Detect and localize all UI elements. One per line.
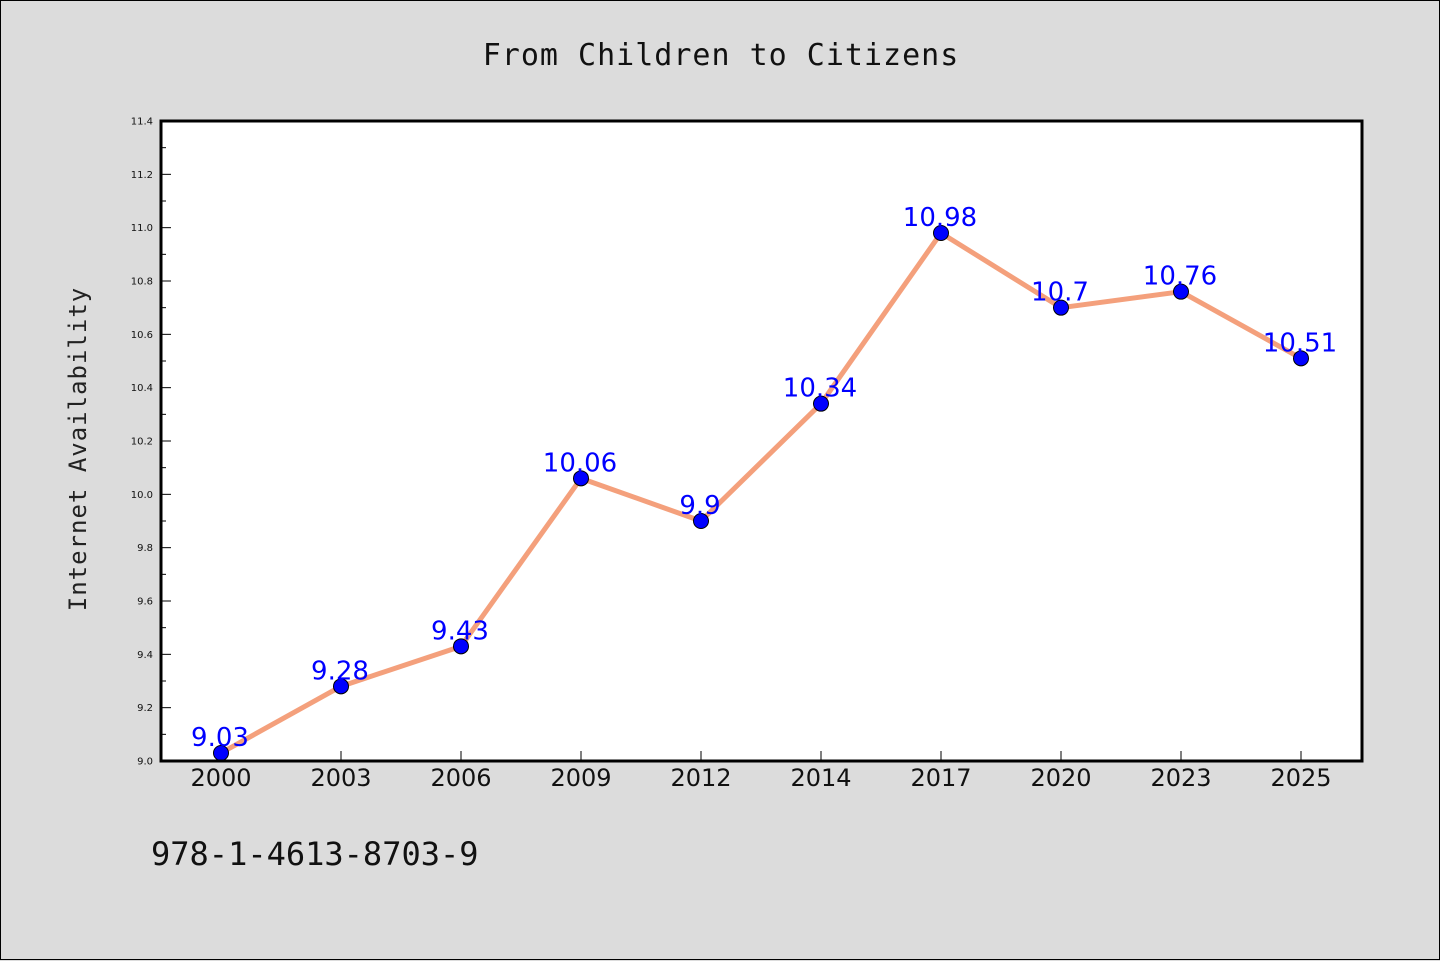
x-tick-label: 2006 — [430, 764, 491, 792]
x-tick-label: 2025 — [1270, 764, 1331, 792]
data-point — [933, 225, 949, 241]
y-tick-label: 10.0 — [131, 490, 153, 501]
data-label: 9.9 — [679, 491, 720, 521]
data-point — [333, 678, 349, 695]
isbn-footer: 978-1-4613-8703-9 — [151, 835, 479, 873]
y-tick-label: 11.4 — [131, 117, 153, 128]
x-tick-label: 2000 — [190, 764, 251, 792]
data-point — [573, 470, 589, 487]
data-point — [1293, 350, 1309, 367]
y-tick-label: 9.4 — [137, 650, 153, 661]
x-tick-label: 2023 — [1150, 764, 1211, 792]
data-label: 10.51 — [1263, 328, 1337, 358]
y-tick-label: 11.2 — [131, 170, 153, 181]
y-tick-label: 9.2 — [137, 703, 153, 714]
y-tick-label: 10.8 — [131, 277, 153, 288]
plot-border — [159, 119, 1364, 763]
data-label: 10.7 — [1031, 278, 1089, 308]
x-tick-label: 2009 — [550, 764, 611, 792]
data-point — [1053, 299, 1069, 316]
series-layer — [213, 225, 1309, 761]
y-tick-label: 9.6 — [137, 597, 153, 608]
data-label: 10.76 — [1143, 262, 1217, 292]
x-axis-ticks: 2000 2003 2006 2009 2012 2014 2017 2020 2023 2025 — [190, 751, 1332, 792]
x-tick-label: 2012 — [670, 764, 731, 792]
x-tick-label: 2014 — [790, 764, 851, 792]
data-label: 10.06 — [543, 448, 617, 478]
y-tick-label: 10.2 — [131, 437, 153, 448]
data-point — [1173, 283, 1189, 300]
data-label: 10.98 — [903, 203, 977, 233]
data-label: 10.34 — [783, 374, 857, 404]
y-tick-label: 10.6 — [131, 330, 153, 341]
data-label: 9.43 — [431, 616, 489, 646]
data-point — [453, 638, 469, 655]
y-tick-label: 9.0 — [137, 757, 153, 768]
y-tick-label: 10.4 — [131, 383, 153, 394]
data-label: 9.03 — [191, 723, 249, 753]
x-tick-label: 2003 — [310, 764, 371, 792]
chart-title: From Children to Citizens — [483, 38, 960, 73]
y-tick-label: 11.0 — [131, 223, 153, 234]
data-label: 9.28 — [311, 656, 369, 686]
y-tick-label: 9.8 — [137, 543, 153, 554]
data-point — [693, 513, 709, 529]
plot-area — [161, 121, 1362, 761]
series-line — [219, 230, 1303, 756]
data-labels: 9.03 9.28 9.43 10.06 9.9 10.34 10.98 10.7 10.76 1… — [191, 203, 1337, 753]
y-axis-ticks: 9.0 9.2 9.4 9.6 9.8 10.0 10.2 10.4 10.6 10.8 11.0 1… — [131, 117, 171, 768]
x-tick-label: 2017 — [910, 764, 971, 792]
y-axis-label: Internet Availability — [64, 287, 92, 611]
x-tick-label: 2020 — [1030, 764, 1091, 792]
data-point — [813, 395, 829, 412]
